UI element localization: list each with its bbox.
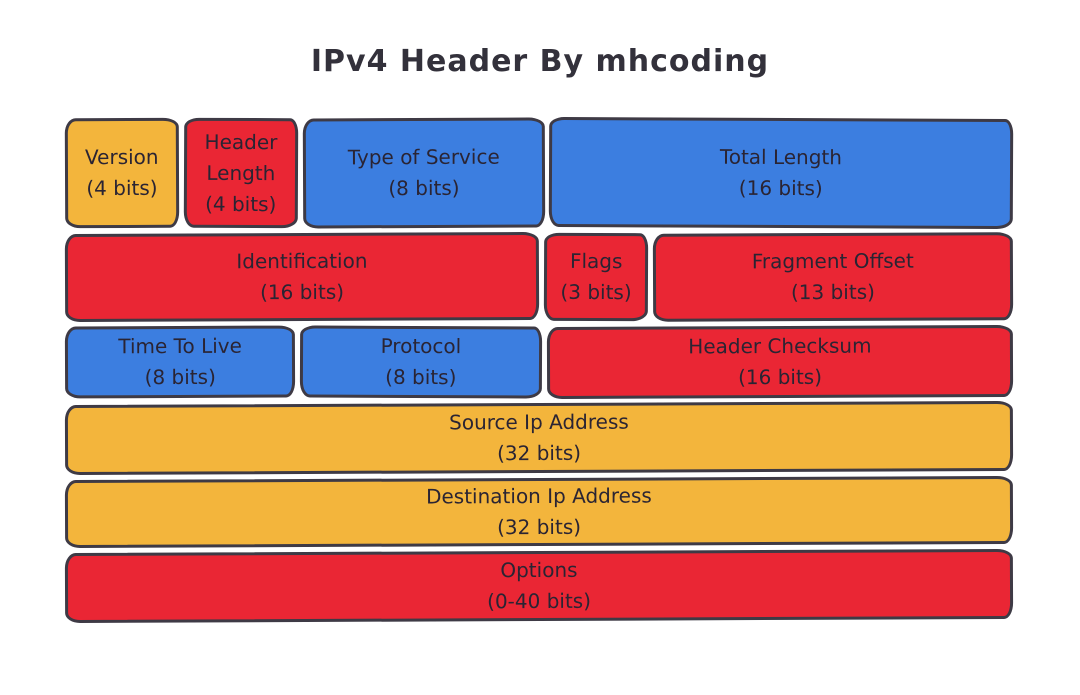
header-row-3: Time To Live (8 bits) Protocol (8 bits) … [64, 324, 1014, 400]
field-total-length-label: Total Length [720, 144, 843, 170]
field-source-ip-address: Source Ip Address (32 bits) [64, 400, 1014, 476]
field-source-ip-address-bits: (32 bits) [497, 440, 582, 466]
field-type-of-service-label: Type of Service [347, 144, 500, 170]
field-version-bits: (4 bits) [86, 175, 158, 201]
field-fragment-offset: Fragment Offset (13 bits) [653, 232, 1014, 322]
field-protocol-bits: (8 bits) [385, 364, 457, 390]
header-field-grid: Version (4 bits) Header Length (4 bits) … [64, 116, 1014, 624]
header-row-5: Destination Ip Address (32 bits) [64, 475, 1014, 549]
field-header-length-bits: (4 bits) [204, 191, 277, 216]
field-fragment-offset-label: Fragment Offset [752, 248, 915, 274]
diagram-title: IPv4 Header By mhcoding [310, 44, 770, 79]
field-total-length-bits: (16 bits) [739, 175, 824, 201]
field-identification-bits: (16 bits) [260, 279, 345, 305]
field-total-length: Total Length (16 bits) [548, 116, 1014, 230]
field-header-checksum-bits: (16 bits) [738, 364, 823, 390]
field-destination-ip-address-bits: (32 bits) [497, 514, 582, 540]
field-version-label: Version [84, 144, 159, 170]
field-header-checksum: Header Checksum (16 bits) [546, 324, 1014, 400]
field-source-ip-address-label: Source Ip Address [449, 409, 629, 435]
field-header-checksum-label: Header Checksum [688, 333, 872, 359]
field-header-length-label: Header Length [204, 129, 278, 185]
field-flags-label: Flags [569, 248, 623, 274]
field-time-to-live-label: Time To Live [118, 333, 242, 359]
field-destination-ip-address: Destination Ip Address (32 bits) [64, 475, 1014, 549]
field-options-bits: (0-40 bits) [487, 588, 592, 614]
field-protocol: Protocol (8 bits) [300, 325, 543, 399]
header-row-2: Identification (16 bits) Flags (3 bits) … [64, 231, 1014, 323]
field-type-of-service-bits: (8 bits) [387, 175, 460, 201]
header-row-1: Version (4 bits) Header Length (4 bits) … [64, 116, 1014, 230]
field-type-of-service: Type of Service (8 bits) [302, 117, 545, 229]
field-header-length: Header Length (4 bits) [183, 117, 298, 229]
field-protocol-label: Protocol [380, 333, 462, 359]
header-row-4: Source Ip Address (32 bits) [64, 400, 1014, 476]
field-options: Options (0-40 bits) [64, 548, 1014, 624]
field-time-to-live-bits: (8 bits) [144, 364, 216, 390]
field-version: Version (4 bits) [64, 117, 179, 229]
field-flags-bits: (3 bits) [560, 279, 632, 305]
field-flags: Flags (3 bits) [543, 232, 649, 322]
field-identification-label: Identification [236, 248, 368, 274]
field-destination-ip-address-label: Destination Ip Address [426, 483, 652, 509]
field-options-label: Options [500, 557, 578, 583]
field-fragment-offset-bits: (13 bits) [791, 279, 876, 305]
header-row-6: Options (0-40 bits) [64, 548, 1014, 624]
field-time-to-live: Time To Live (8 bits) [64, 325, 296, 399]
field-identification: Identification (16 bits) [64, 231, 540, 323]
